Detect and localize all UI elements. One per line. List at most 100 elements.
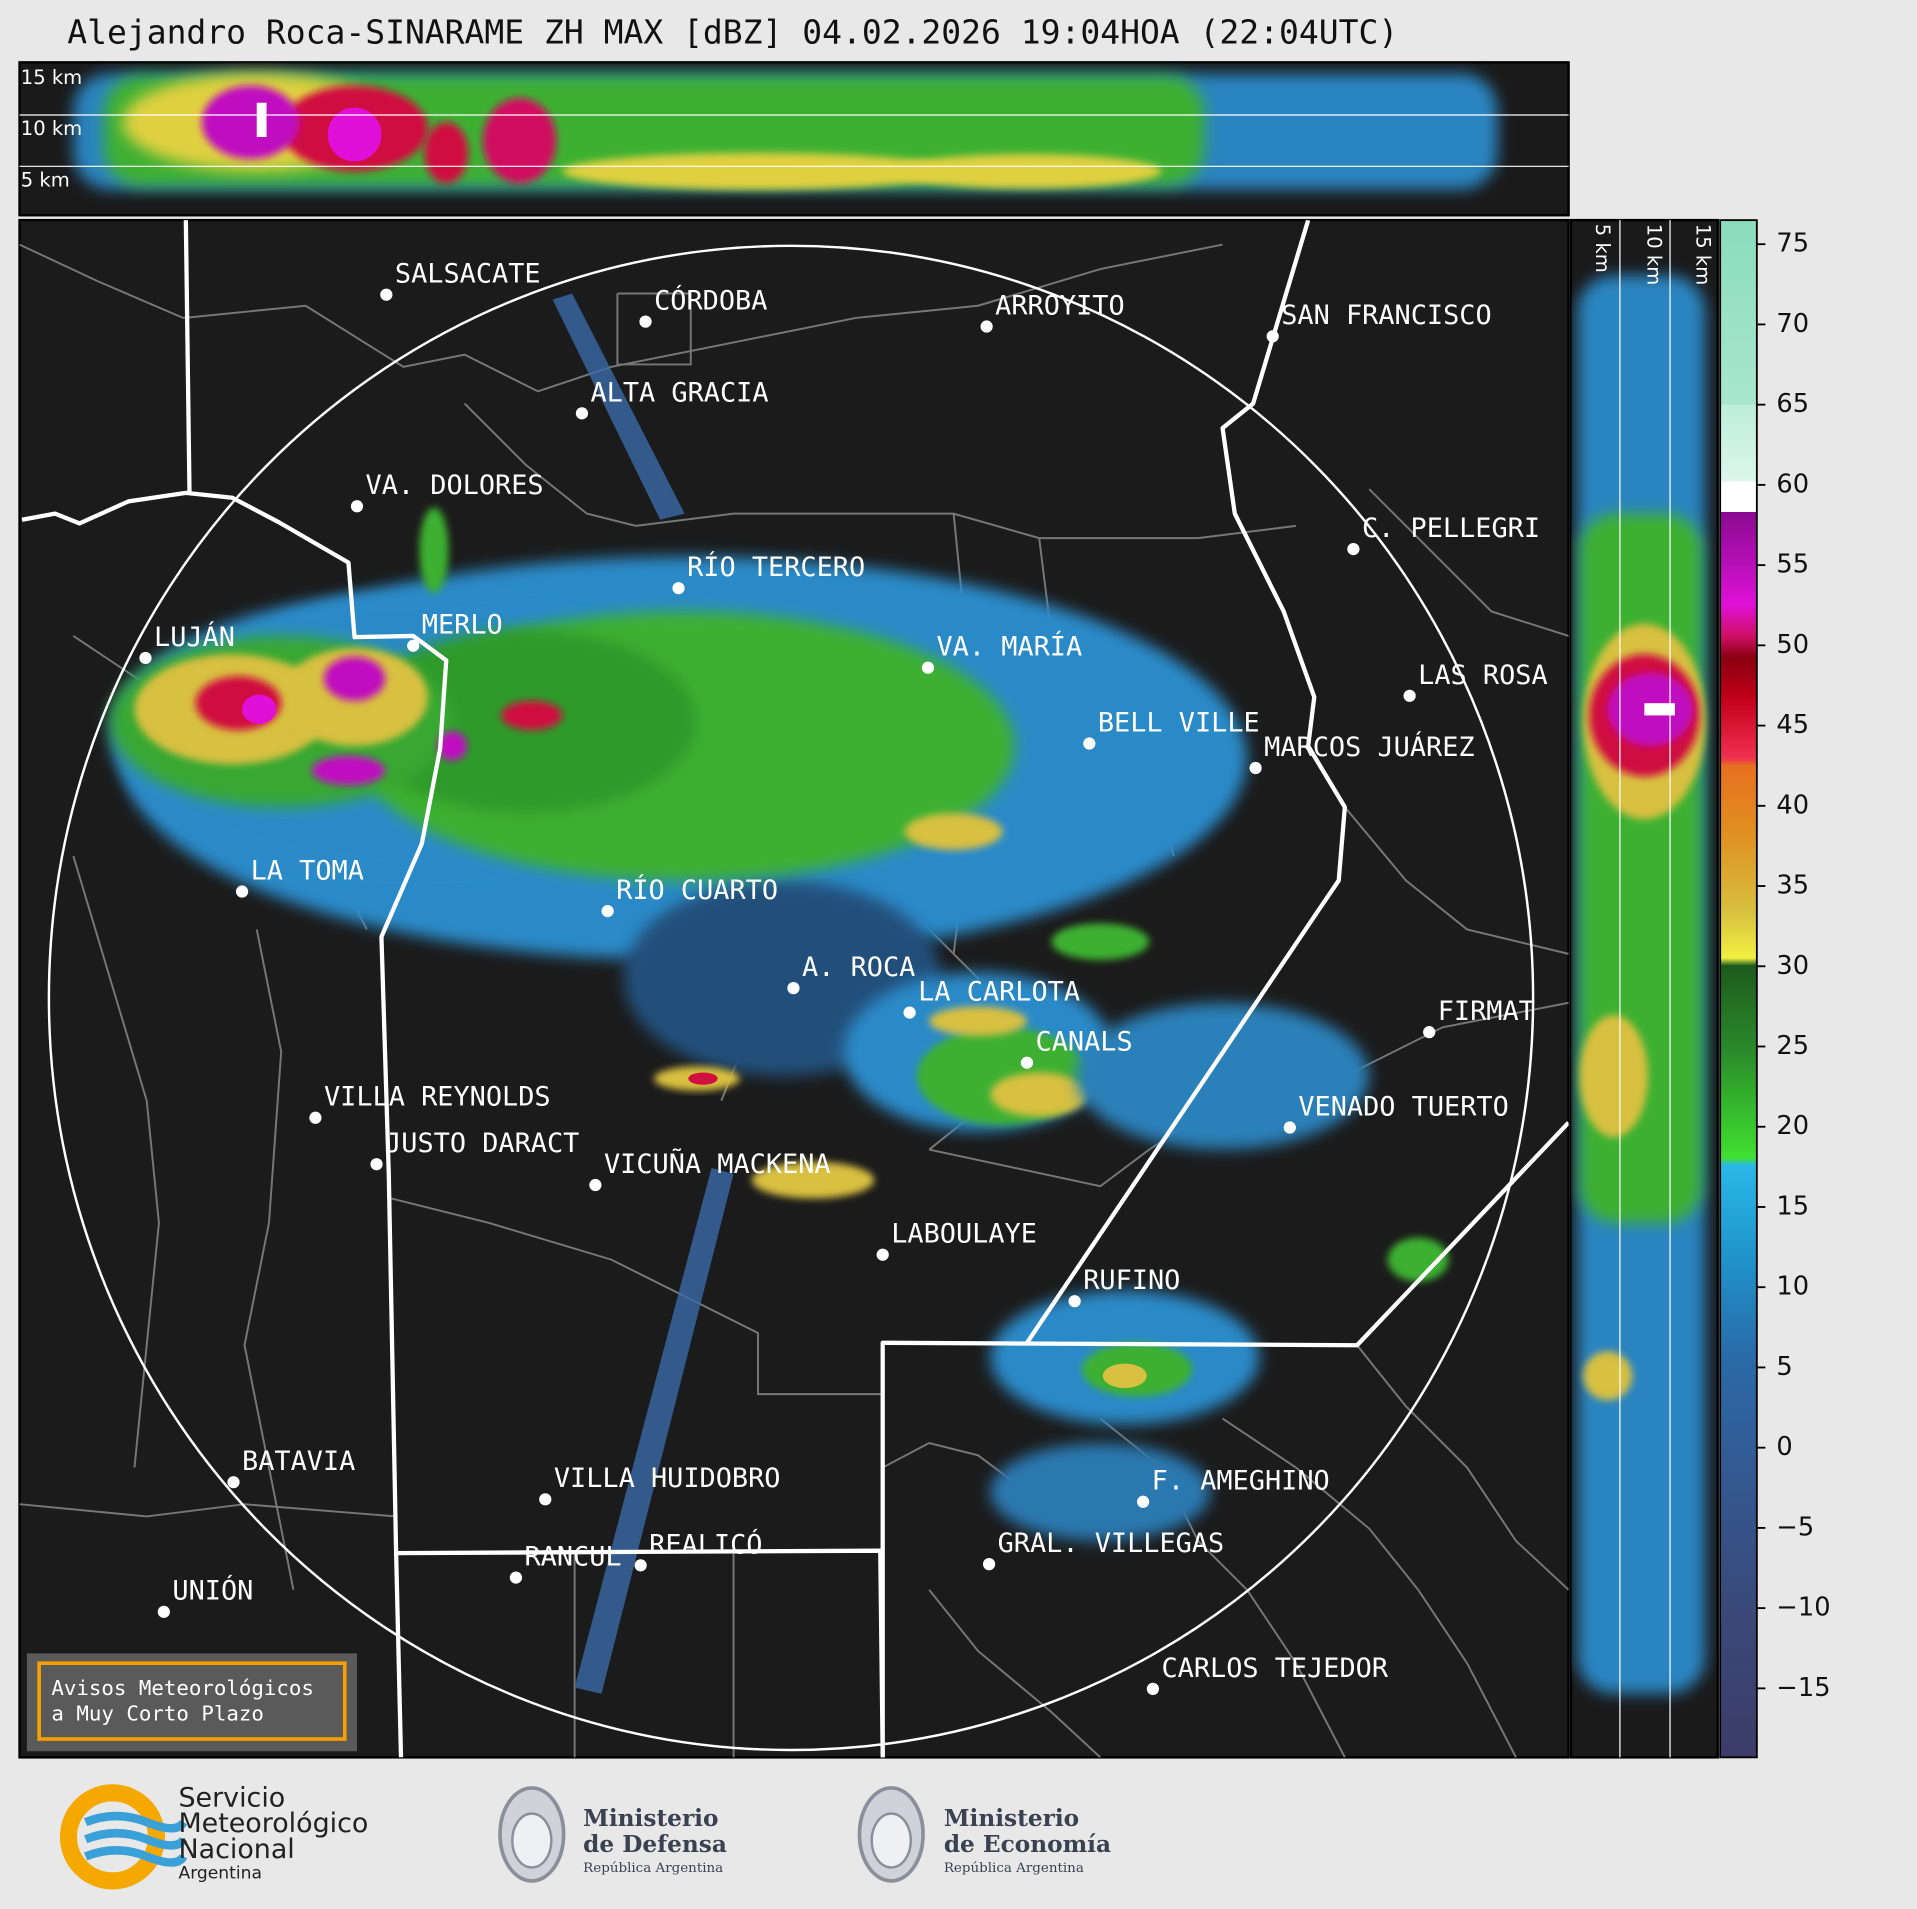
city-label: BELL VILLE (1098, 707, 1260, 738)
logo-text: Meteorológico (178, 1808, 368, 1839)
city-label: RANCUL (524, 1542, 621, 1573)
logo-text: República Argentina (583, 1861, 723, 1876)
colorbar-tick-label: 45 (1776, 710, 1809, 740)
city-dot (639, 315, 652, 328)
colorbar-tick-label: 50 (1776, 630, 1809, 660)
colorbar-tick-label: 30 (1776, 951, 1809, 981)
city-label: CANALS (1036, 1027, 1133, 1058)
logo-text: Ministerio (583, 1805, 718, 1832)
colorbar-tick-label: −10 (1776, 1593, 1830, 1623)
city-label: VILLA HUIDOBRO (554, 1463, 781, 1494)
top-echoes (73, 73, 1498, 190)
colorbar-ticks: −15 −10 −5 0 5 10 15 20 25 30 35 40 45 50 55 60 65 70 75 (1756, 229, 1831, 1703)
city-label: RÍO TERCERO (687, 551, 865, 583)
city-label: SAN FRANCISCO (1281, 300, 1491, 331)
height-label: 5 km (21, 168, 70, 191)
city-label: C. PELLEGRI (1362, 513, 1540, 544)
city-dot (787, 982, 800, 995)
city-dot (1266, 330, 1279, 343)
colorbar-tick-label: −15 (1776, 1673, 1830, 1703)
warning-border (37, 1661, 347, 1741)
range-ring (47, 244, 1535, 1752)
cities: SALSACATE CÓRDOBA ARROYITO SAN FRANCISCO ALT… (139, 259, 1548, 1695)
city-dot (903, 1006, 916, 1019)
city-label: VA. MARÍA (936, 631, 1082, 663)
city-dot (1136, 1495, 1150, 1508)
colorbar-tick-label: 0 (1776, 1432, 1792, 1462)
city-label: LUJÁN (154, 621, 235, 653)
city-dot (672, 582, 685, 595)
height-label: 10 km (1642, 224, 1665, 285)
logo-text: República Argentina (944, 1861, 1084, 1876)
warning-text: Avisos Meteorológicos (51, 1676, 314, 1700)
city-label: VILLA REYNOLDS (324, 1082, 551, 1113)
economia-logo: Ministerio de Economía República Argenti… (857, 1786, 1111, 1883)
city-dot (139, 651, 152, 665)
logo-text: Argentina (178, 1864, 261, 1884)
city-dot (1403, 689, 1416, 702)
city-label: RUFINO (1083, 1265, 1180, 1296)
city-dot (601, 904, 614, 918)
colorbar-tick-label: 15 (1776, 1191, 1809, 1221)
city-label: LABOULAYE (891, 1219, 1037, 1250)
city-dot (982, 1558, 996, 1571)
height-label: 10 km (21, 117, 82, 140)
city-label: CÓRDOBA (654, 285, 767, 317)
map-layer: SALSACATE CÓRDOBA ARROYITO SAN FRANCISCO ALT… (19, 220, 1569, 1758)
city-label: RÍO CUARTO (616, 874, 778, 906)
city-label: ARROYITO (995, 290, 1125, 321)
logo-text: Nacional (178, 1834, 294, 1865)
logo-text: Ministerio (944, 1805, 1079, 1832)
city-label: REALICÓ (649, 1528, 762, 1560)
colorbar-tick-label: 20 (1776, 1111, 1809, 1141)
title: Alejandro Roca-SINARAME ZH MAX [dBZ] 04.… (67, 13, 1398, 52)
warning-text: a Muy Corto Plazo (51, 1702, 264, 1726)
colorbar-tick-label: 25 (1776, 1031, 1809, 1061)
city-dot (157, 1605, 170, 1618)
city-dot (350, 500, 364, 513)
city-dot (1249, 761, 1262, 775)
logo-text: de Defensa (583, 1831, 727, 1858)
radar-echoes (110, 293, 1449, 1694)
city-label: UNIÓN (172, 1575, 253, 1607)
city-label: CARLOS TEJEDOR (1161, 1653, 1388, 1684)
logo-text: Servicio (178, 1782, 285, 1813)
city-label: LA TOMA (251, 855, 364, 886)
city-label: A. ROCA (802, 952, 915, 983)
city-label: BATAVIA (242, 1446, 355, 1477)
city-dot (1083, 737, 1096, 750)
city-dot (1146, 1682, 1160, 1695)
city-dot (235, 885, 249, 898)
city-label: VENADO TUERTO (1298, 1091, 1508, 1122)
height-label: 5 km (1591, 224, 1614, 273)
city-dot (539, 1493, 552, 1506)
colorbar-tick-label: 70 (1776, 309, 1809, 339)
province-borders (21, 220, 1569, 1758)
city-label: VA. DOLORES (366, 470, 544, 501)
height-label: 15 km (21, 66, 82, 89)
defensa-logo: Ministerio de Defensa República Argentin… (498, 1786, 727, 1883)
colorbar (1719, 219, 1758, 1759)
colorbar-tick-label: 10 (1776, 1272, 1809, 1302)
logo-text: de Economía (944, 1831, 1111, 1858)
city-label: MERLO (422, 610, 503, 641)
city-label: GRAL. VILLEGAS (998, 1528, 1225, 1559)
city-label: F. AMEGHINO (1152, 1466, 1330, 1497)
city-dot (1020, 1056, 1034, 1069)
city-dot (309, 1111, 322, 1124)
city-label: VICUÑA MACKENA (604, 1148, 831, 1180)
city-dot (227, 1476, 240, 1489)
side-echoes (1577, 275, 1706, 1694)
city-dot (1283, 1121, 1296, 1134)
city-dot (634, 1559, 647, 1572)
colorbar-tick-label: 35 (1776, 871, 1809, 901)
colorbar-tick-label: 5 (1776, 1352, 1792, 1382)
warning-box[interactable] (26, 1653, 357, 1752)
city-dot (876, 1248, 889, 1261)
colorbar-tick-label: 65 (1776, 389, 1809, 419)
city-label: FIRMAT (1438, 996, 1535, 1027)
city-dot (1347, 542, 1360, 556)
colorbar-tick-label: 40 (1776, 790, 1809, 820)
city-dot (921, 661, 935, 674)
